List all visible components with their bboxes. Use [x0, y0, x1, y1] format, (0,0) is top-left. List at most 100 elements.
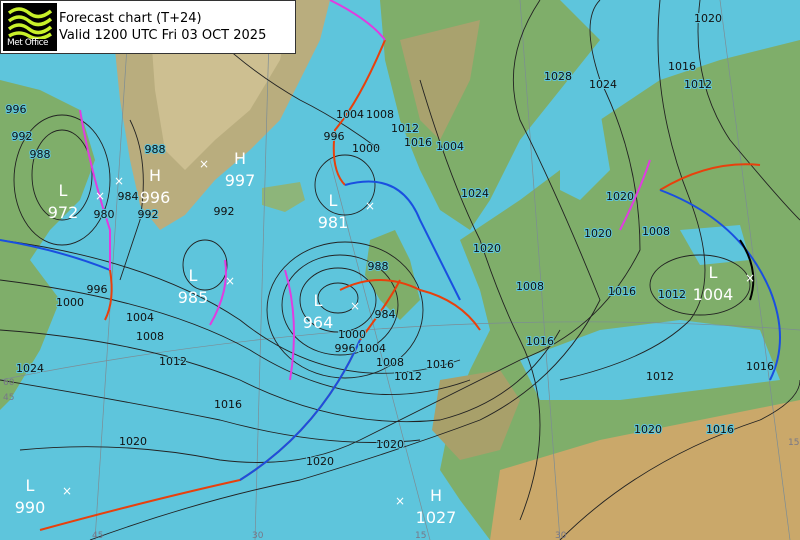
mediterranean — [520, 320, 780, 400]
isobar-label: 1012 — [394, 370, 422, 383]
isobar-label: 988 — [145, 143, 166, 156]
british-isles — [365, 230, 420, 320]
occluded-west — [79, 109, 111, 270]
pressure-centre-value: 981 — [318, 213, 349, 232]
isobar-label: 1008 — [376, 356, 404, 369]
north-america — [0, 80, 95, 410]
grid-label: 15 — [788, 438, 799, 448]
grid-label: 30 — [252, 531, 264, 540]
centre-marker: × — [745, 271, 755, 285]
pressure-centre-value: 990 — [15, 498, 46, 517]
isobar-label: 1028 — [544, 70, 572, 83]
isobar-label: 1020 — [119, 435, 147, 448]
centre-marker: × — [365, 199, 375, 213]
centre-marker: × — [114, 174, 124, 188]
pressure-centre-value: 985 — [178, 288, 209, 307]
isobar-label: 1008 — [366, 108, 394, 121]
warm-front-north — [332, 39, 386, 186]
logo-waves-icon — [7, 7, 53, 41]
isobar-label: 1024 — [461, 187, 489, 200]
isobar-label: 1012 — [159, 355, 187, 368]
grid-label: 45 — [3, 393, 14, 403]
isobar-label: 1016 — [608, 285, 636, 298]
chart-title: Forecast chart (T+24) — [59, 11, 202, 26]
occluded-964 — [284, 269, 295, 381]
isobar-label: 1008 — [136, 330, 164, 343]
pressure-centre-value: 1027 — [416, 508, 457, 527]
scandinavia-high — [400, 20, 480, 140]
logo-text: Met Office — [7, 38, 49, 48]
isobar-label: 1020 — [376, 438, 404, 451]
occluded-east — [619, 159, 651, 231]
isobar-label: 996 — [324, 130, 345, 143]
isobar-label: 1016 — [746, 360, 774, 373]
isobar-label: 1000 — [338, 328, 366, 341]
isobar-label: 1000 — [352, 142, 380, 155]
isobar-label: 996 — [6, 103, 27, 116]
centre-marker: × — [199, 157, 209, 171]
fronts — [0, 0, 781, 531]
grid-label: 30 — [555, 531, 567, 540]
isobar-label: 988 — [368, 260, 389, 273]
isobar-label: 1016 — [526, 335, 554, 348]
iceland — [262, 182, 305, 212]
isobar-label: 1016 — [404, 136, 432, 149]
baltic — [560, 110, 610, 200]
pressure-centre-value: 1004 — [693, 285, 734, 304]
isobar-label: 1000 — [56, 296, 84, 309]
isobar-label: 1016 — [214, 398, 242, 411]
pressure-centre-type: H — [234, 149, 246, 168]
isobar-label: 1016 — [426, 358, 454, 371]
isobar-label: 1020 — [584, 227, 612, 240]
isobar-label: 980 — [94, 208, 115, 221]
isobar-label: 992 — [12, 130, 33, 143]
isobar-label: 992 — [214, 205, 235, 218]
isobar-label: 1004 — [358, 342, 386, 355]
warm-front-west — [104, 269, 113, 321]
centre-marker: × — [62, 484, 72, 498]
occluded-north — [329, 0, 386, 41]
isobar-label: 1020 — [694, 12, 722, 25]
grid-labels: 60 45 45 30 15 30 15 — [3, 378, 799, 540]
cold-front-main — [239, 339, 361, 481]
chart-header: Met Office Forecast chart (T+24) Valid 1… — [0, 0, 296, 54]
centre-marker: × — [225, 274, 235, 288]
isobar-label: 1004 — [126, 311, 154, 324]
trough-east — [739, 239, 755, 301]
pressure-centre-type: L — [26, 476, 35, 495]
occluded-985 — [209, 259, 227, 326]
africa — [490, 400, 800, 540]
isobar-label: 1020 — [606, 190, 634, 203]
isobar-label: 988 — [30, 148, 51, 161]
isobar-labels: 9969929889849889929809961000100410081012… — [5, 11, 776, 469]
pressure-centre-type: L — [314, 291, 323, 310]
pressure-centre-type: L — [59, 181, 68, 200]
pressure-centres: L 972 × H 996 × H 997 × L 981 × L 985 × L 964 × L 1004 × L 990… — [15, 149, 755, 527]
isobar-label: 984 — [118, 190, 139, 203]
centre-marker: × — [395, 494, 405, 508]
isobar-label: 1008 — [642, 225, 670, 238]
cold-front-north — [344, 180, 461, 301]
pressure-centre-type: H — [430, 486, 442, 505]
isobar-label: 1016 — [706, 423, 734, 436]
isobar-label: 1012 — [684, 78, 712, 91]
pressure-centre-type: L — [709, 263, 718, 282]
isobar-label: 984 — [375, 308, 396, 321]
centre-marker: × — [350, 299, 360, 313]
isobar-label: 1004 — [336, 108, 364, 121]
isobar-label: 1004 — [436, 140, 464, 153]
isobar-label: 996 — [87, 283, 108, 296]
isobar-label: 992 — [138, 208, 159, 221]
grid-label: 60 — [3, 378, 15, 388]
isobar-label: 1016 — [668, 60, 696, 73]
isobar-label: 1012 — [646, 370, 674, 383]
pressure-centre-value: 996 — [140, 188, 171, 207]
pressure-centre-value: 997 — [225, 171, 256, 190]
isobar-label: 1024 — [16, 362, 44, 375]
isobar-label: 1020 — [634, 423, 662, 436]
pressure-centre-type: L — [189, 266, 198, 285]
centre-marker: × — [95, 189, 105, 203]
pressure-centre-value: 972 — [48, 203, 79, 222]
